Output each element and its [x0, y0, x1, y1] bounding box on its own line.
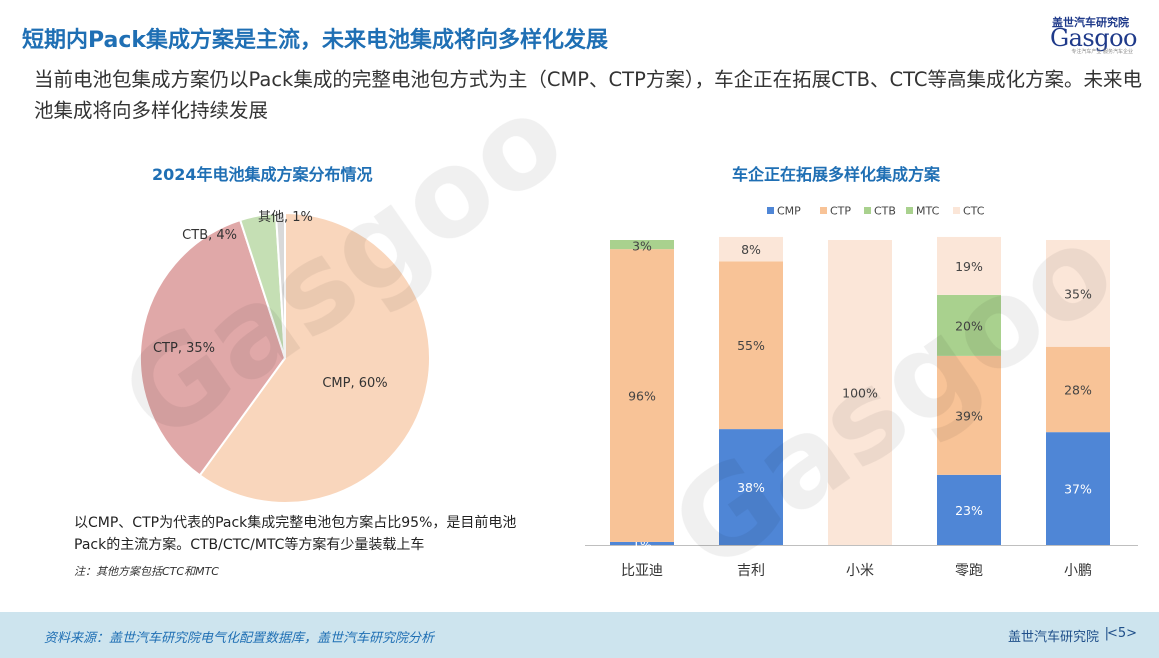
stacked-bar-chart: CMP CTP CTB MTC CTC1%96%3%比亚迪38%55%8%吉利100%小…	[585, 205, 1138, 579]
pie-label-cmp: CMP, 60%	[322, 376, 387, 391]
pie-chart-title: 2024年电池集成方案分布情况	[152, 165, 373, 184]
legend-label-ctp: CTP	[830, 205, 851, 218]
footer-brand: 盖世汽车研究院	[1007, 630, 1099, 645]
bar-segment-cmp	[719, 429, 783, 545]
legend-label-cmp: CMP	[777, 205, 801, 218]
legend-label-mtc: MTC	[916, 205, 940, 218]
bar-segment-cmp	[610, 541, 674, 545]
legend-swatch-ctb	[864, 207, 871, 214]
slide-title: 短期内Pack集成方案是主流，未来电池集成将向多样化发展	[22, 28, 609, 53]
pie-slice-ctp	[139, 218, 287, 477]
category-label: 小鹏	[1064, 563, 1092, 579]
bar-segment-ctc	[1046, 240, 1110, 347]
bar-segment-ctp	[719, 261, 783, 430]
legend-swatch-mtc	[906, 207, 913, 214]
pie-slice-other	[274, 211, 286, 359]
bar-data-label: 3%	[632, 239, 652, 254]
bar-data-label: 20%	[955, 318, 983, 333]
bar-data-label: 35%	[1064, 286, 1092, 301]
bar-data-label: 100%	[842, 386, 878, 401]
bar-segment-cmp	[937, 474, 1001, 545]
bar-segment-cmp	[1046, 432, 1110, 545]
bar-data-label: 19%	[955, 259, 983, 274]
legend-swatch-ctp	[820, 207, 827, 214]
category-label: 零跑	[955, 563, 983, 579]
gasgoo-logo: 盖世汽车研究院 Gasgoo 专注汽车产业 服务汽车企业	[1007, 12, 1138, 55]
bar-data-label: 37%	[1064, 482, 1092, 497]
pie-label-ctp: CTP, 35%	[153, 341, 215, 356]
bar-data-label: 23%	[955, 503, 983, 518]
category-label: 吉利	[737, 563, 765, 579]
footer-separator: |	[1104, 626, 1109, 641]
pie-label-other: 其他, 1%	[258, 210, 313, 225]
page-number: <5>	[1106, 626, 1137, 641]
category-label: 小米	[846, 563, 874, 579]
bar-segment-ctc	[937, 236, 1001, 295]
bar-segment-mtc	[937, 294, 1001, 356]
slide-subtitle: 当前电池包集成方案仍以Pack集成的完整电池包方式为主（CMP、CTP方案），车…	[34, 68, 1142, 122]
bar-segment-ctc	[719, 236, 783, 262]
bar-data-label: 96%	[628, 389, 656, 404]
pie-chart: CMP, 60% CTP, 35% CTB, 4% 其他, 1%	[139, 210, 431, 504]
logo-top-text: 盖世汽车研究院	[1052, 16, 1129, 29]
legend-swatch-cmp	[767, 207, 774, 214]
bar-chart-title: 车企正在拓展多样化集成方案	[732, 165, 941, 184]
pie-note: 以CMP、CTP为代表的Pack集成完整电池包方案占比95%，是目前电池Pack…	[74, 515, 517, 553]
bar-segment-ctc	[828, 240, 892, 545]
pie-label-ctb: CTB, 4%	[182, 228, 237, 243]
pie-footnote: 注：其他方案包括CTC和MTC	[74, 565, 219, 578]
footer-source: 资料来源：盖世汽车研究院电气化配置数据库，盖世汽车研究院分析	[44, 631, 435, 646]
bar-segment-ctp	[1046, 346, 1110, 433]
legend-swatch-ctc	[953, 207, 960, 214]
bar-data-label: 55%	[737, 338, 765, 353]
category-label: 比亚迪	[621, 563, 663, 579]
logo-word: Gasgoo	[1049, 24, 1138, 52]
pie-slice-cmp	[198, 211, 431, 504]
footer-bar: 资料来源：盖世汽车研究院电气化配置数据库，盖世汽车研究院分析 盖世汽车研究院 |…	[0, 612, 1159, 658]
bar-data-label: 39%	[955, 408, 983, 423]
bar-data-label: 8%	[741, 242, 761, 257]
bar-data-label: 38%	[737, 480, 765, 495]
bar-segment-ctp	[610, 249, 674, 542]
bar-segment-ctp	[937, 355, 1001, 475]
legend-label-ctb: CTB	[874, 205, 896, 218]
logo-tagline: 专注汽车产业 服务汽车企业	[1071, 49, 1133, 55]
bar-data-label: 28%	[1064, 382, 1092, 397]
bar-segment-ctb	[610, 240, 674, 250]
legend-label-ctc: CTC	[963, 205, 985, 218]
